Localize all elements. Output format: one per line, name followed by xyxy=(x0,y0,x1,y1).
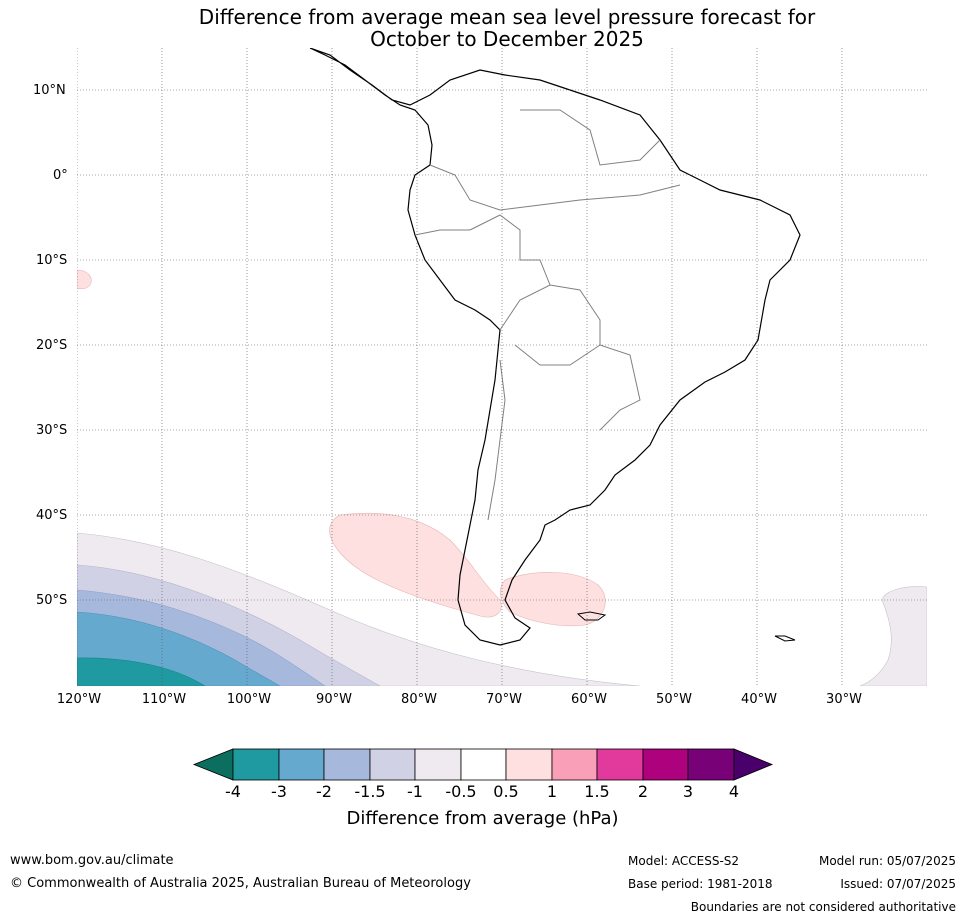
issued-text: Issued: 07/07/2025 xyxy=(840,877,956,891)
colorbar-tick-label: -4 xyxy=(225,782,241,801)
lat-label: 0° xyxy=(53,168,68,183)
south-georgia xyxy=(774,635,796,642)
lat-label: 20°S xyxy=(36,338,68,353)
map-area xyxy=(77,48,927,686)
colorbar-extend-high xyxy=(733,748,774,781)
colorbar-tick-label: 3 xyxy=(682,782,694,801)
colorbar-bin xyxy=(414,748,462,781)
anomaly-region-neg-0.5-atlantic xyxy=(859,586,927,686)
lon-label: 40°W xyxy=(741,692,777,707)
lon-label: 50°W xyxy=(656,692,692,707)
colorbar-tick-label: 1 xyxy=(546,782,558,801)
colorbar-tick-label: 4 xyxy=(728,782,740,801)
colorbar-tick-label: 0.5 xyxy=(493,782,519,801)
lon-label: 60°W xyxy=(571,692,607,707)
colorbar-bin xyxy=(505,748,553,781)
lat-label: 50°S xyxy=(36,593,68,608)
lon-label: 110°W xyxy=(141,692,187,707)
copyright-text: © Commonwealth of Australia 2025, Austra… xyxy=(10,876,471,891)
colorbar-bin xyxy=(232,748,280,781)
colorbar-bin xyxy=(687,748,735,781)
lat-label: 10°S xyxy=(36,253,68,268)
anomaly-region-neg-3 xyxy=(77,657,206,686)
falklands-islands xyxy=(576,611,607,621)
lon-label: 30°W xyxy=(826,692,862,707)
lon-label: 100°W xyxy=(226,692,272,707)
gridlines xyxy=(77,48,927,686)
colorbar-bin xyxy=(278,748,325,781)
colorbar-tick-label: -3 xyxy=(271,782,287,801)
country-borders xyxy=(414,109,681,521)
colorbar-tick-label: 1.5 xyxy=(584,782,610,801)
lat-label: 10°N xyxy=(33,83,66,98)
colorbar-tick-label: -2 xyxy=(316,782,332,801)
lon-label: 120°W xyxy=(56,692,102,707)
lat-label: 30°S xyxy=(36,423,68,438)
lat-label: 40°S xyxy=(36,508,68,523)
anomaly-region-pos-0.5-west xyxy=(77,269,92,290)
colorbar-label: Difference from average (hPa) xyxy=(346,808,619,829)
south-america-coastline xyxy=(309,48,801,646)
colorbar-tick-label: -1.5 xyxy=(354,782,386,801)
map-title-line1: Difference from average mean sea level p… xyxy=(198,5,816,29)
colorbar xyxy=(192,748,774,781)
anomaly-region-pos-0.5-falklands xyxy=(500,572,606,627)
lon-label: 70°W xyxy=(486,692,522,707)
colorbar-bin xyxy=(596,748,644,781)
colorbar-bin xyxy=(551,748,598,781)
colorbar-bin xyxy=(369,748,416,781)
colorbar-tick-label: 2 xyxy=(637,782,649,801)
colorbar-bin xyxy=(460,748,507,781)
website-link[interactable]: www.bom.gov.au/climate xyxy=(10,853,174,868)
colorbar-extend-low xyxy=(192,748,234,781)
colorbar-tick-label: -0.5 xyxy=(445,782,477,801)
model-run-text: Model run: 05/07/2025 xyxy=(818,854,956,868)
map-title-line2: October to December 2025 xyxy=(370,27,644,51)
lon-label: 90°W xyxy=(316,692,352,707)
colorbar-bin xyxy=(323,748,371,781)
disclaimer-text: Boundaries are not considered authoritat… xyxy=(690,900,956,914)
base-period-text: Base period: 1981-2018 xyxy=(628,877,773,891)
lon-label: 80°W xyxy=(401,692,437,707)
model-text: Model: ACCESS-S2 xyxy=(628,854,740,868)
colorbar-tick-label: -1 xyxy=(407,782,423,801)
colorbar-bin xyxy=(642,748,689,781)
